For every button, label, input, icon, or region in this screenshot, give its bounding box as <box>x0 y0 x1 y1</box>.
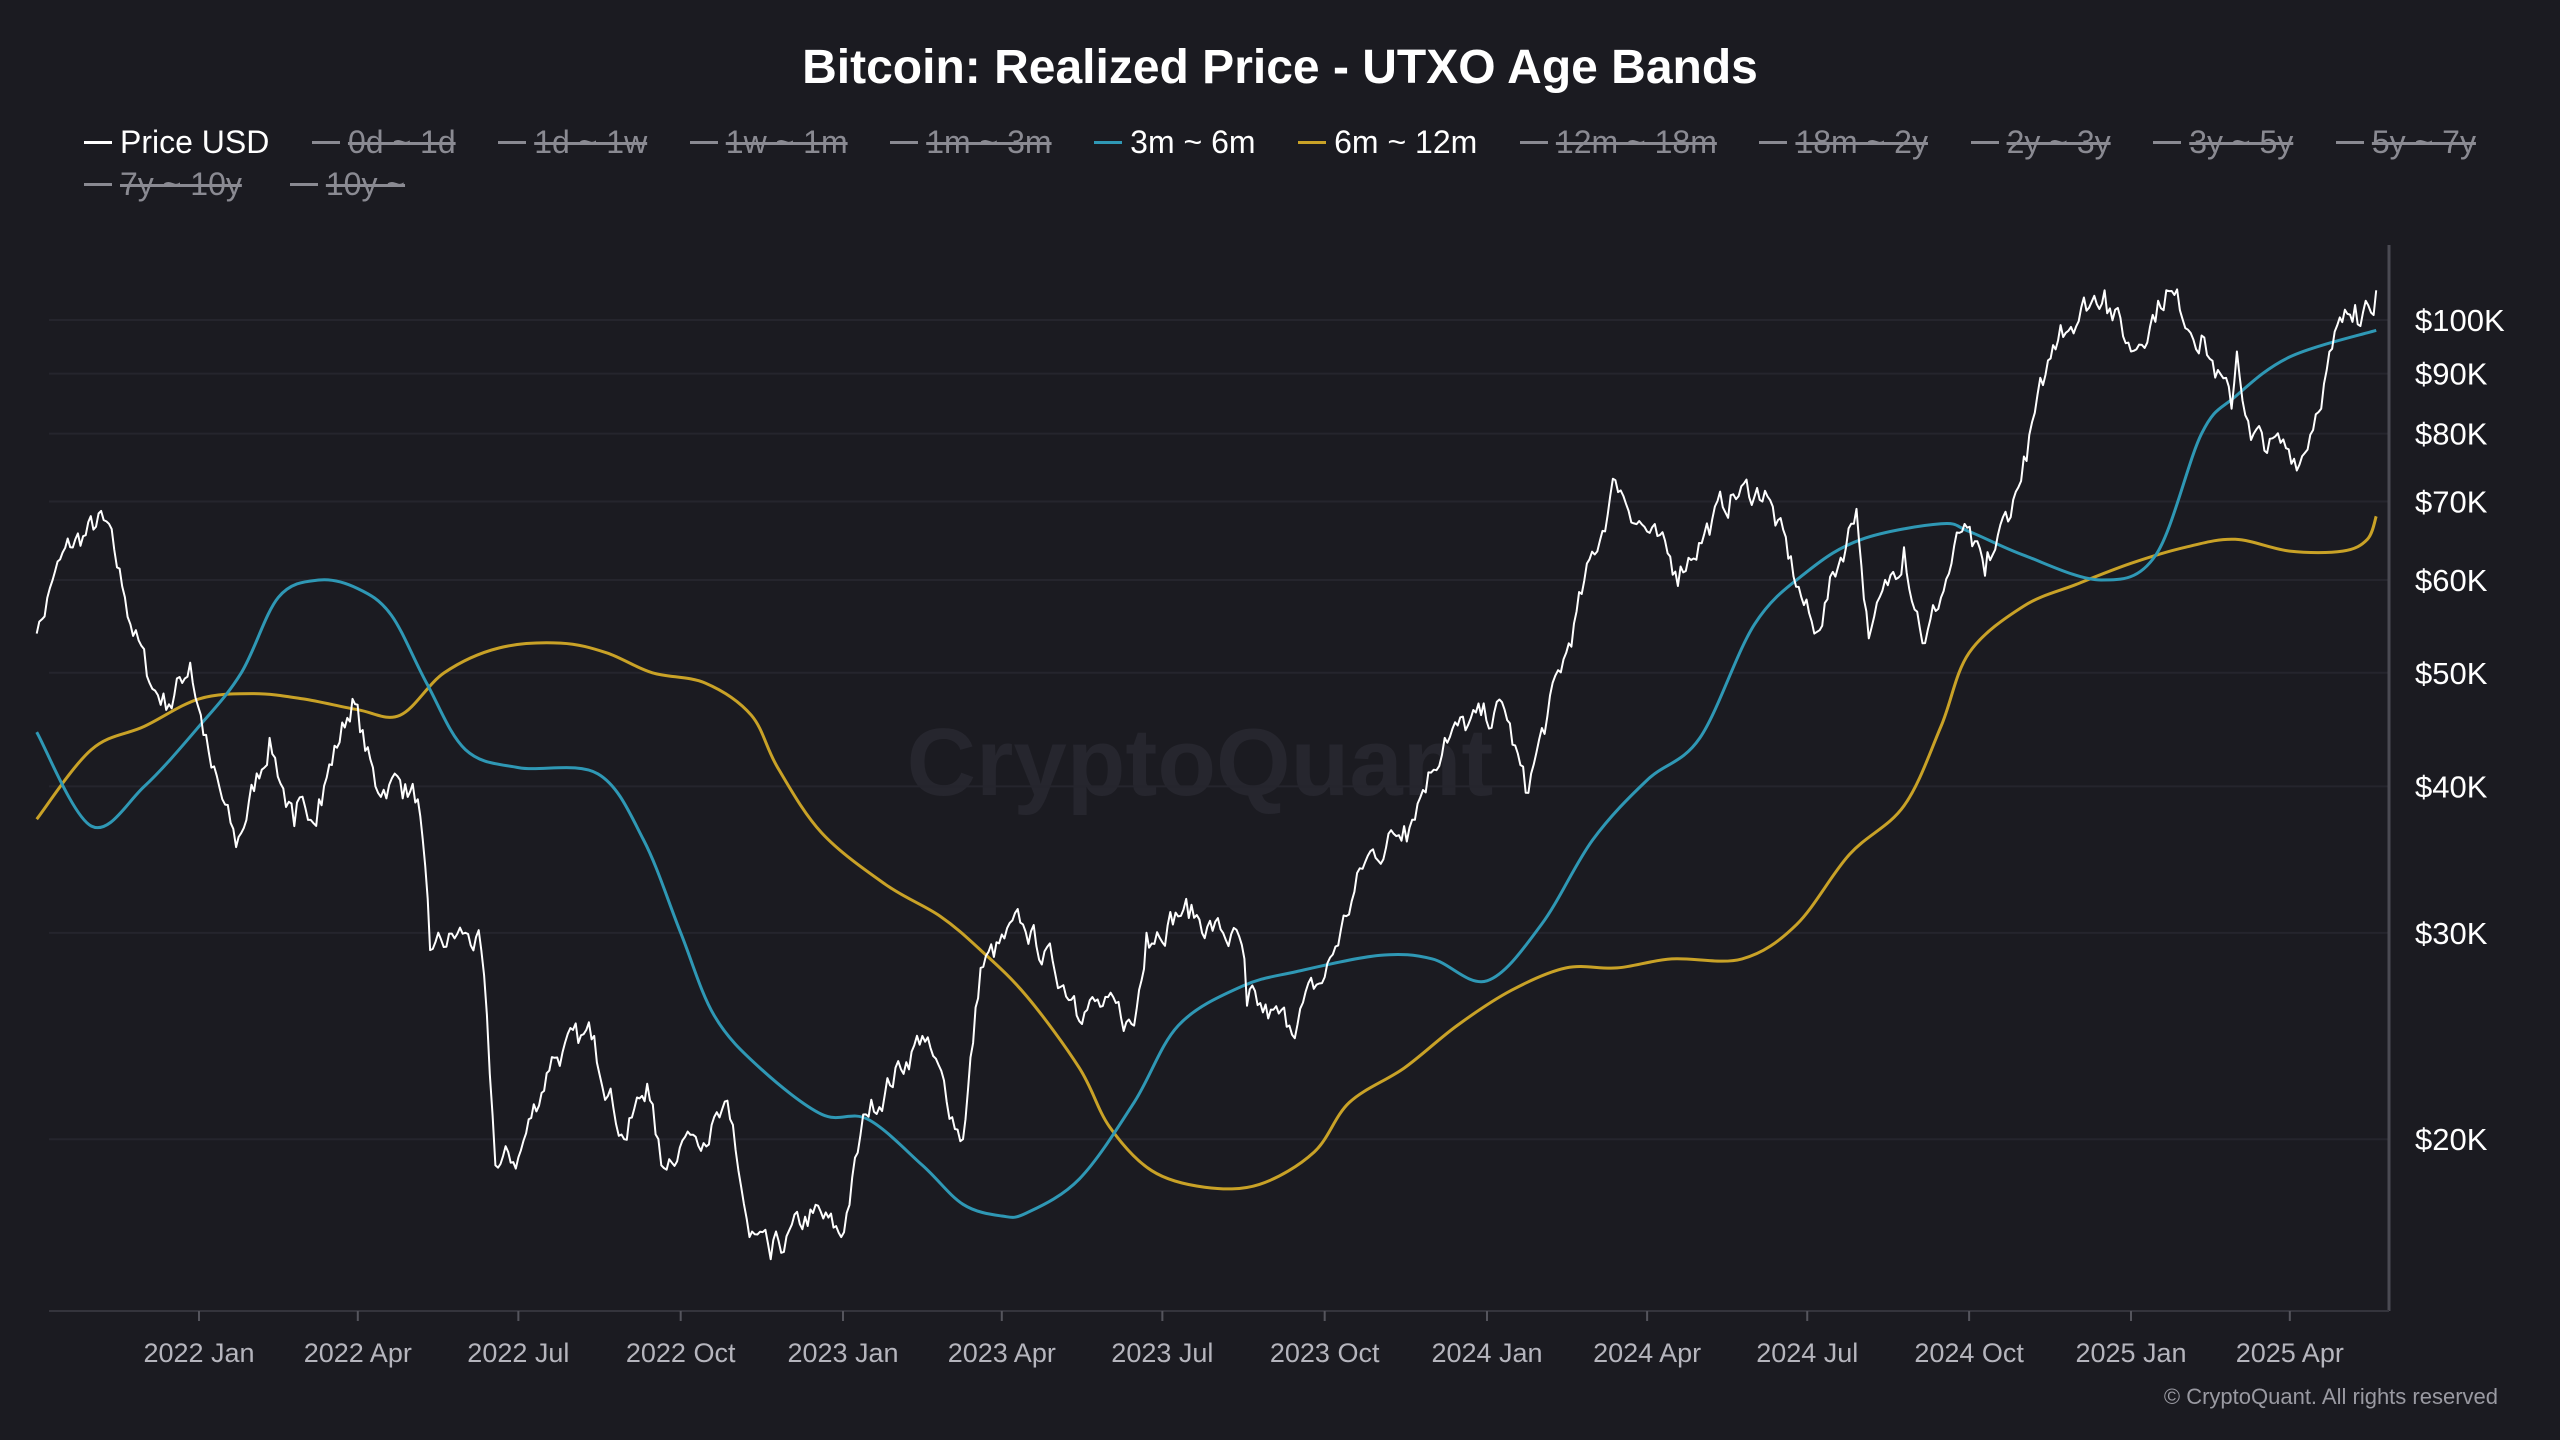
legend-item[interactable]: 1m ~ 3m <box>890 124 1052 161</box>
y-tick-label: $50K <box>2415 656 2488 691</box>
legend-label: 12m ~ 18m <box>1555 124 1717 160</box>
watermark: CryptoQuant <box>907 709 1494 816</box>
legend-item[interactable]: 6m ~ 12m <box>1298 124 1477 161</box>
y-tick-label: $40K <box>2415 769 2488 804</box>
x-tick-label: 2024 Jul <box>1756 1338 1858 1368</box>
x-tick-label: 2023 Oct <box>1270 1338 1380 1368</box>
legend-swatch-icon <box>1759 141 1788 144</box>
legend-label: 6m ~ 12m <box>1334 124 1478 160</box>
legend-swatch-icon <box>1298 141 1327 144</box>
legend-item[interactable]: 0d ~ 1d <box>311 124 456 161</box>
legend-item[interactable]: 18m ~ 2y <box>1759 124 1928 161</box>
x-tick-label: 2024 Jan <box>1431 1338 1542 1368</box>
legend-label: 2y ~ 3y <box>2006 124 2111 160</box>
legend-swatch-icon <box>2335 141 2364 144</box>
y-tick-label: $100K <box>2415 303 2505 338</box>
x-tick-label: 2025 Jan <box>2075 1338 2186 1368</box>
y-tick-label: $80K <box>2415 417 2488 452</box>
legend-label: 3y ~ 5y <box>2189 124 2294 160</box>
legend-label: 1w ~ 1m <box>725 124 848 160</box>
legend-item[interactable]: 1d ~ 1w <box>498 124 647 161</box>
x-tick-label: 2022 Apr <box>304 1338 412 1368</box>
legend-item[interactable]: 2y ~ 3y <box>1970 124 2111 161</box>
legend-swatch-icon <box>1094 141 1123 144</box>
legend-item[interactable]: 10y ~ <box>289 166 406 203</box>
legend-swatch-icon <box>2153 141 2182 144</box>
y-tick-label: $30K <box>2415 916 2488 951</box>
legend-swatch-icon <box>498 141 527 144</box>
x-tick-label: 2023 Jan <box>787 1338 898 1368</box>
copyright: © CryptoQuant. All rights reserved <box>2163 1384 2498 1409</box>
legend-swatch-icon <box>689 141 718 144</box>
x-tick-label: 2024 Oct <box>1914 1338 2024 1368</box>
legend-swatch-icon <box>311 141 340 144</box>
chart-title: Bitcoin: Realized Price - UTXO Age Bands <box>802 41 1758 94</box>
x-tick-label: 2024 Apr <box>1593 1338 1701 1368</box>
legend-label: 18m ~ 2y <box>1795 124 1928 160</box>
legend-item[interactable]: 1w ~ 1m <box>689 124 848 161</box>
legend-label: 10y ~ <box>325 166 406 202</box>
legend-swatch-icon <box>1970 141 1999 144</box>
legend-item[interactable]: 3y ~ 5y <box>2153 124 2293 161</box>
y-tick-label: $70K <box>2415 485 2488 520</box>
legend-label: 0d ~ 1d <box>347 124 456 160</box>
legend-swatch-icon <box>84 183 112 186</box>
y-tick-label: $20K <box>2415 1122 2488 1157</box>
legend-label: 7y ~ 10y <box>120 166 242 202</box>
x-tick-label: 2025 Apr <box>2236 1338 2344 1368</box>
legend-swatch-icon <box>1519 141 1548 144</box>
band-6m-12m-line <box>35 515 2378 1191</box>
legend-item[interactable]: Price USD <box>84 124 269 161</box>
band-3m-6m-line <box>35 328 2377 1219</box>
legend-swatch-icon <box>289 183 318 186</box>
legend: Price USD 0d ~ 1d 1d ~ 1w 1w ~ 1m 1m ~ 3m 3m … <box>84 124 2476 161</box>
legend-item[interactable]: 7y ~ 10y <box>84 166 242 203</box>
legend-label: Price USD <box>120 124 270 160</box>
legend-label: 5y ~ 7y <box>2371 124 2476 160</box>
price-usd-line <box>35 288 2378 1261</box>
legend-item[interactable]: 5y ~ 7y <box>2335 124 2476 161</box>
x-tick-label: 2022 Jan <box>143 1338 254 1368</box>
x-tick-label: 2022 Oct <box>626 1338 736 1368</box>
x-tick-label: 2023 Jul <box>1111 1338 1213 1368</box>
legend-swatch-icon <box>890 141 919 144</box>
legend-swatch-icon <box>84 141 112 144</box>
legend-item[interactable]: 12m ~ 18m <box>1519 124 1717 161</box>
legend-label: 1m ~ 3m <box>926 124 1052 160</box>
legend-label: 1d ~ 1w <box>534 124 648 160</box>
legend-item[interactable]: 3m ~ 6m <box>1094 124 1256 161</box>
x-tick-label: 2023 Apr <box>948 1338 1056 1368</box>
legend-label: 3m ~ 6m <box>1130 124 1256 160</box>
y-tick-label: $90K <box>2415 357 2488 392</box>
x-tick-label: 2022 Jul <box>467 1338 569 1368</box>
legend-row-2: 7y ~ 10y 10y ~ <box>84 166 405 203</box>
y-tick-label: $60K <box>2415 563 2488 598</box>
